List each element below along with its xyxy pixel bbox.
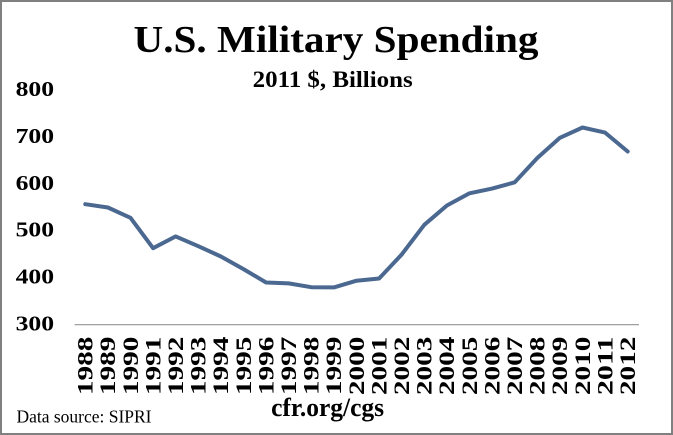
- svg-text:700: 700: [16, 124, 55, 148]
- svg-text:2001: 2001: [366, 337, 391, 396]
- svg-text:1994: 1994: [208, 337, 233, 396]
- svg-text:2010: 2010: [570, 337, 595, 396]
- svg-text:600: 600: [16, 171, 55, 195]
- svg-text:2006: 2006: [479, 337, 504, 396]
- svg-text:Data source: SIPRI: Data source: SIPRI: [17, 407, 152, 427]
- svg-text:2007: 2007: [502, 337, 527, 396]
- svg-text:1990: 1990: [118, 337, 143, 396]
- svg-text:2012: 2012: [615, 337, 640, 396]
- svg-text:1995: 1995: [231, 337, 256, 396]
- svg-text:300: 300: [16, 312, 55, 336]
- svg-text:1999: 1999: [321, 337, 346, 396]
- svg-text:2008: 2008: [525, 337, 550, 396]
- svg-text:1989: 1989: [95, 337, 120, 396]
- svg-text:2005: 2005: [457, 337, 482, 396]
- svg-text:1992: 1992: [163, 337, 188, 396]
- svg-text:2011: 2011: [592, 337, 617, 396]
- svg-text:1993: 1993: [186, 337, 211, 396]
- svg-text:1991: 1991: [140, 337, 165, 396]
- svg-text:2004: 2004: [434, 337, 459, 396]
- svg-text:2009: 2009: [547, 337, 572, 396]
- svg-text:2002: 2002: [389, 337, 414, 396]
- svg-text:800: 800: [16, 77, 55, 101]
- svg-text:2011 $, Billions: 2011 $, Billions: [253, 67, 413, 92]
- svg-text:500: 500: [16, 218, 55, 242]
- svg-text:cfr.org/cgs: cfr.org/cgs: [271, 392, 384, 422]
- svg-text:U.S. Military Spending: U.S. Military Spending: [134, 19, 539, 61]
- svg-text:2003: 2003: [412, 337, 437, 396]
- svg-text:1996: 1996: [253, 337, 278, 396]
- svg-text:400: 400: [16, 265, 55, 289]
- svg-text:1997: 1997: [276, 337, 301, 396]
- svg-text:1998: 1998: [299, 337, 324, 396]
- svg-text:2000: 2000: [344, 337, 369, 396]
- svg-text:1988: 1988: [73, 337, 98, 396]
